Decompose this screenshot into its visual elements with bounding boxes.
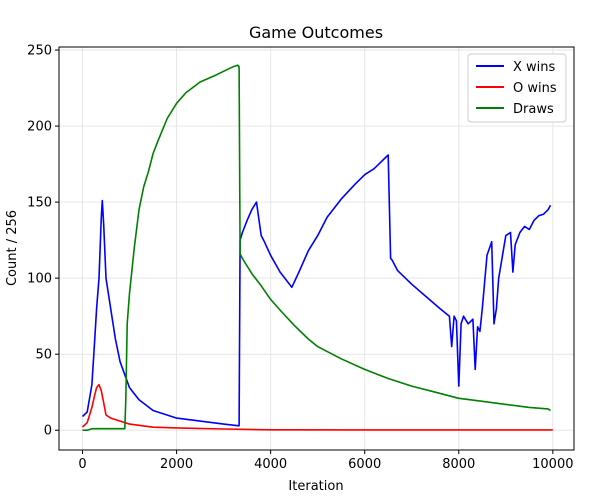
chart-title: Game Outcomes: [249, 23, 383, 42]
y-tick-label: 100: [27, 272, 52, 287]
y-tick-label: 0: [44, 424, 52, 439]
x-tick-label: 6000: [348, 457, 381, 472]
series-line-x-wins: [81, 154, 552, 427]
legend-box: [467, 53, 567, 123]
y-axis-label: Count / 256: [5, 210, 20, 286]
y-tick-label: 150: [27, 196, 52, 211]
grid: [59, 47, 574, 450]
x-axis-label: Iteration: [288, 479, 343, 494]
y-tick-label: 200: [27, 120, 52, 135]
legend-label-o-wins: O wins: [513, 81, 557, 96]
series-line-draws: [82, 64, 551, 432]
y-tick-label: 50: [35, 348, 52, 363]
series-line-o-wins: [81, 383, 553, 431]
x-tick-label: 2000: [160, 457, 193, 472]
series-layer: [81, 64, 553, 432]
y-tick-label: 250: [27, 44, 52, 59]
ticks: 0 2000 4000 6000 8000 10000 0 50 100 150 200 250: [27, 44, 573, 472]
x-tick-label: 4000: [254, 457, 287, 472]
legend-label-x-wins: X wins: [513, 60, 556, 75]
plot-frame: [58, 46, 575, 451]
x-tick-label: 0: [78, 457, 86, 472]
legend: X wins O wins Draws: [467, 53, 567, 123]
x-tick-label: 8000: [442, 457, 475, 472]
x-tick-label: 10000: [532, 457, 573, 472]
legend-label-draws: Draws: [513, 102, 554, 117]
